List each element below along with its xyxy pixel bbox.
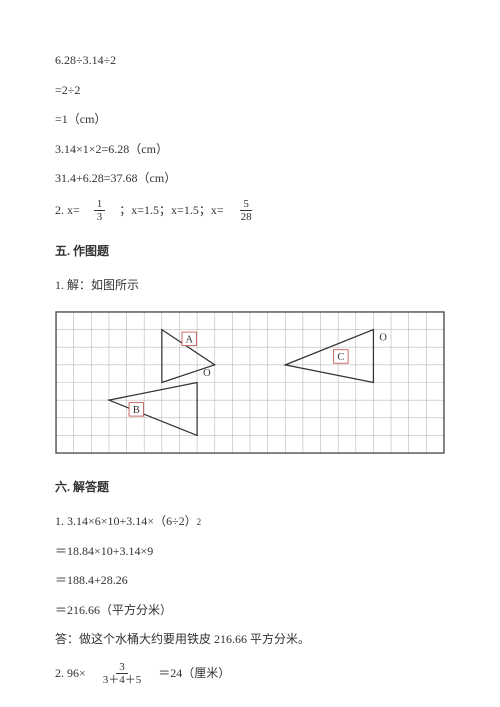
grid-diagram: A B C O O xyxy=(55,310,445,455)
numerator: 5 xyxy=(240,198,252,211)
section-6-title: 六. 解答题 xyxy=(55,477,445,499)
sec6-line-3: ＝188.4+28.26 xyxy=(55,570,445,592)
text: =2÷2 xyxy=(55,80,80,102)
sec6-line-4: ＝216.66（平方分米） xyxy=(55,600,445,622)
fraction-1: 1 3 xyxy=(94,198,106,223)
superscript: 2 xyxy=(197,514,202,530)
text: ＝216.66（平方分米） xyxy=(55,600,172,622)
text-post: ＝24（厘米） xyxy=(158,663,230,685)
calc-line-1: 6.28÷3.14÷2 xyxy=(55,50,445,72)
svg-text:C: C xyxy=(337,352,344,363)
text: 31.4+6.28=37.68（cm） xyxy=(55,168,176,190)
svg-text:O: O xyxy=(203,368,211,379)
text: 六. 解答题 xyxy=(55,480,109,494)
sec6-line-2: ＝18.84×10+3.14×9 xyxy=(55,541,445,563)
calc-line-2: =2÷2 xyxy=(55,80,445,102)
section-5-title: 五. 作图题 xyxy=(55,241,445,263)
text-pre: 2. 96× xyxy=(55,663,86,685)
text: 五. 作图题 xyxy=(55,244,109,258)
fraction-3: 3 3＋4＋5 xyxy=(100,661,145,686)
calc-line-6: 2. x= 1 3 ；x=1.5；x=1.5；x= 5 28 xyxy=(55,198,445,223)
text-pre: 2. x= xyxy=(55,200,80,222)
denominator: 3 xyxy=(94,211,106,223)
text-mid: ；x=1.5；x=1.5；x= xyxy=(119,200,223,222)
denominator: 3＋4＋5 xyxy=(100,674,145,686)
text: ＝188.4+28.26 xyxy=(55,570,128,592)
text: 6.28÷3.14÷2 xyxy=(55,50,116,72)
text: 1. 3.14×6×10+3.14×（6÷2） xyxy=(55,511,197,533)
numerator: 1 xyxy=(94,198,106,211)
svg-text:O: O xyxy=(379,333,387,344)
denominator: 28 xyxy=(238,211,255,223)
diagram-svg: A B C O O xyxy=(55,310,445,455)
text: 答：做这个水桶大约要用铁皮 216.66 平方分米。 xyxy=(55,629,310,651)
svg-text:A: A xyxy=(185,335,193,346)
numerator: 3 xyxy=(116,661,128,674)
text: 1. 解：如图所示 xyxy=(55,275,139,297)
fraction-2: 5 28 xyxy=(238,198,255,223)
sec6-line-1: 1. 3.14×6×10+3.14×（6÷2）2 xyxy=(55,511,445,533)
text: ＝18.84×10+3.14×9 xyxy=(55,541,153,563)
sec6-answer: 答：做这个水桶大约要用铁皮 216.66 平方分米。 xyxy=(55,629,445,651)
svg-text:B: B xyxy=(133,405,140,416)
text: =1（cm） xyxy=(55,109,106,131)
sec5-line-1: 1. 解：如图所示 xyxy=(55,275,445,297)
sec6-line-5: 2. 96× 3 3＋4＋5 ＝24（厘米） xyxy=(55,661,445,686)
text: 3.14×1×2=6.28（cm） xyxy=(55,139,168,161)
calc-line-5: 31.4+6.28=37.68（cm） xyxy=(55,168,445,190)
calc-line-4: 3.14×1×2=6.28（cm） xyxy=(55,139,445,161)
calc-line-3: =1（cm） xyxy=(55,109,445,131)
